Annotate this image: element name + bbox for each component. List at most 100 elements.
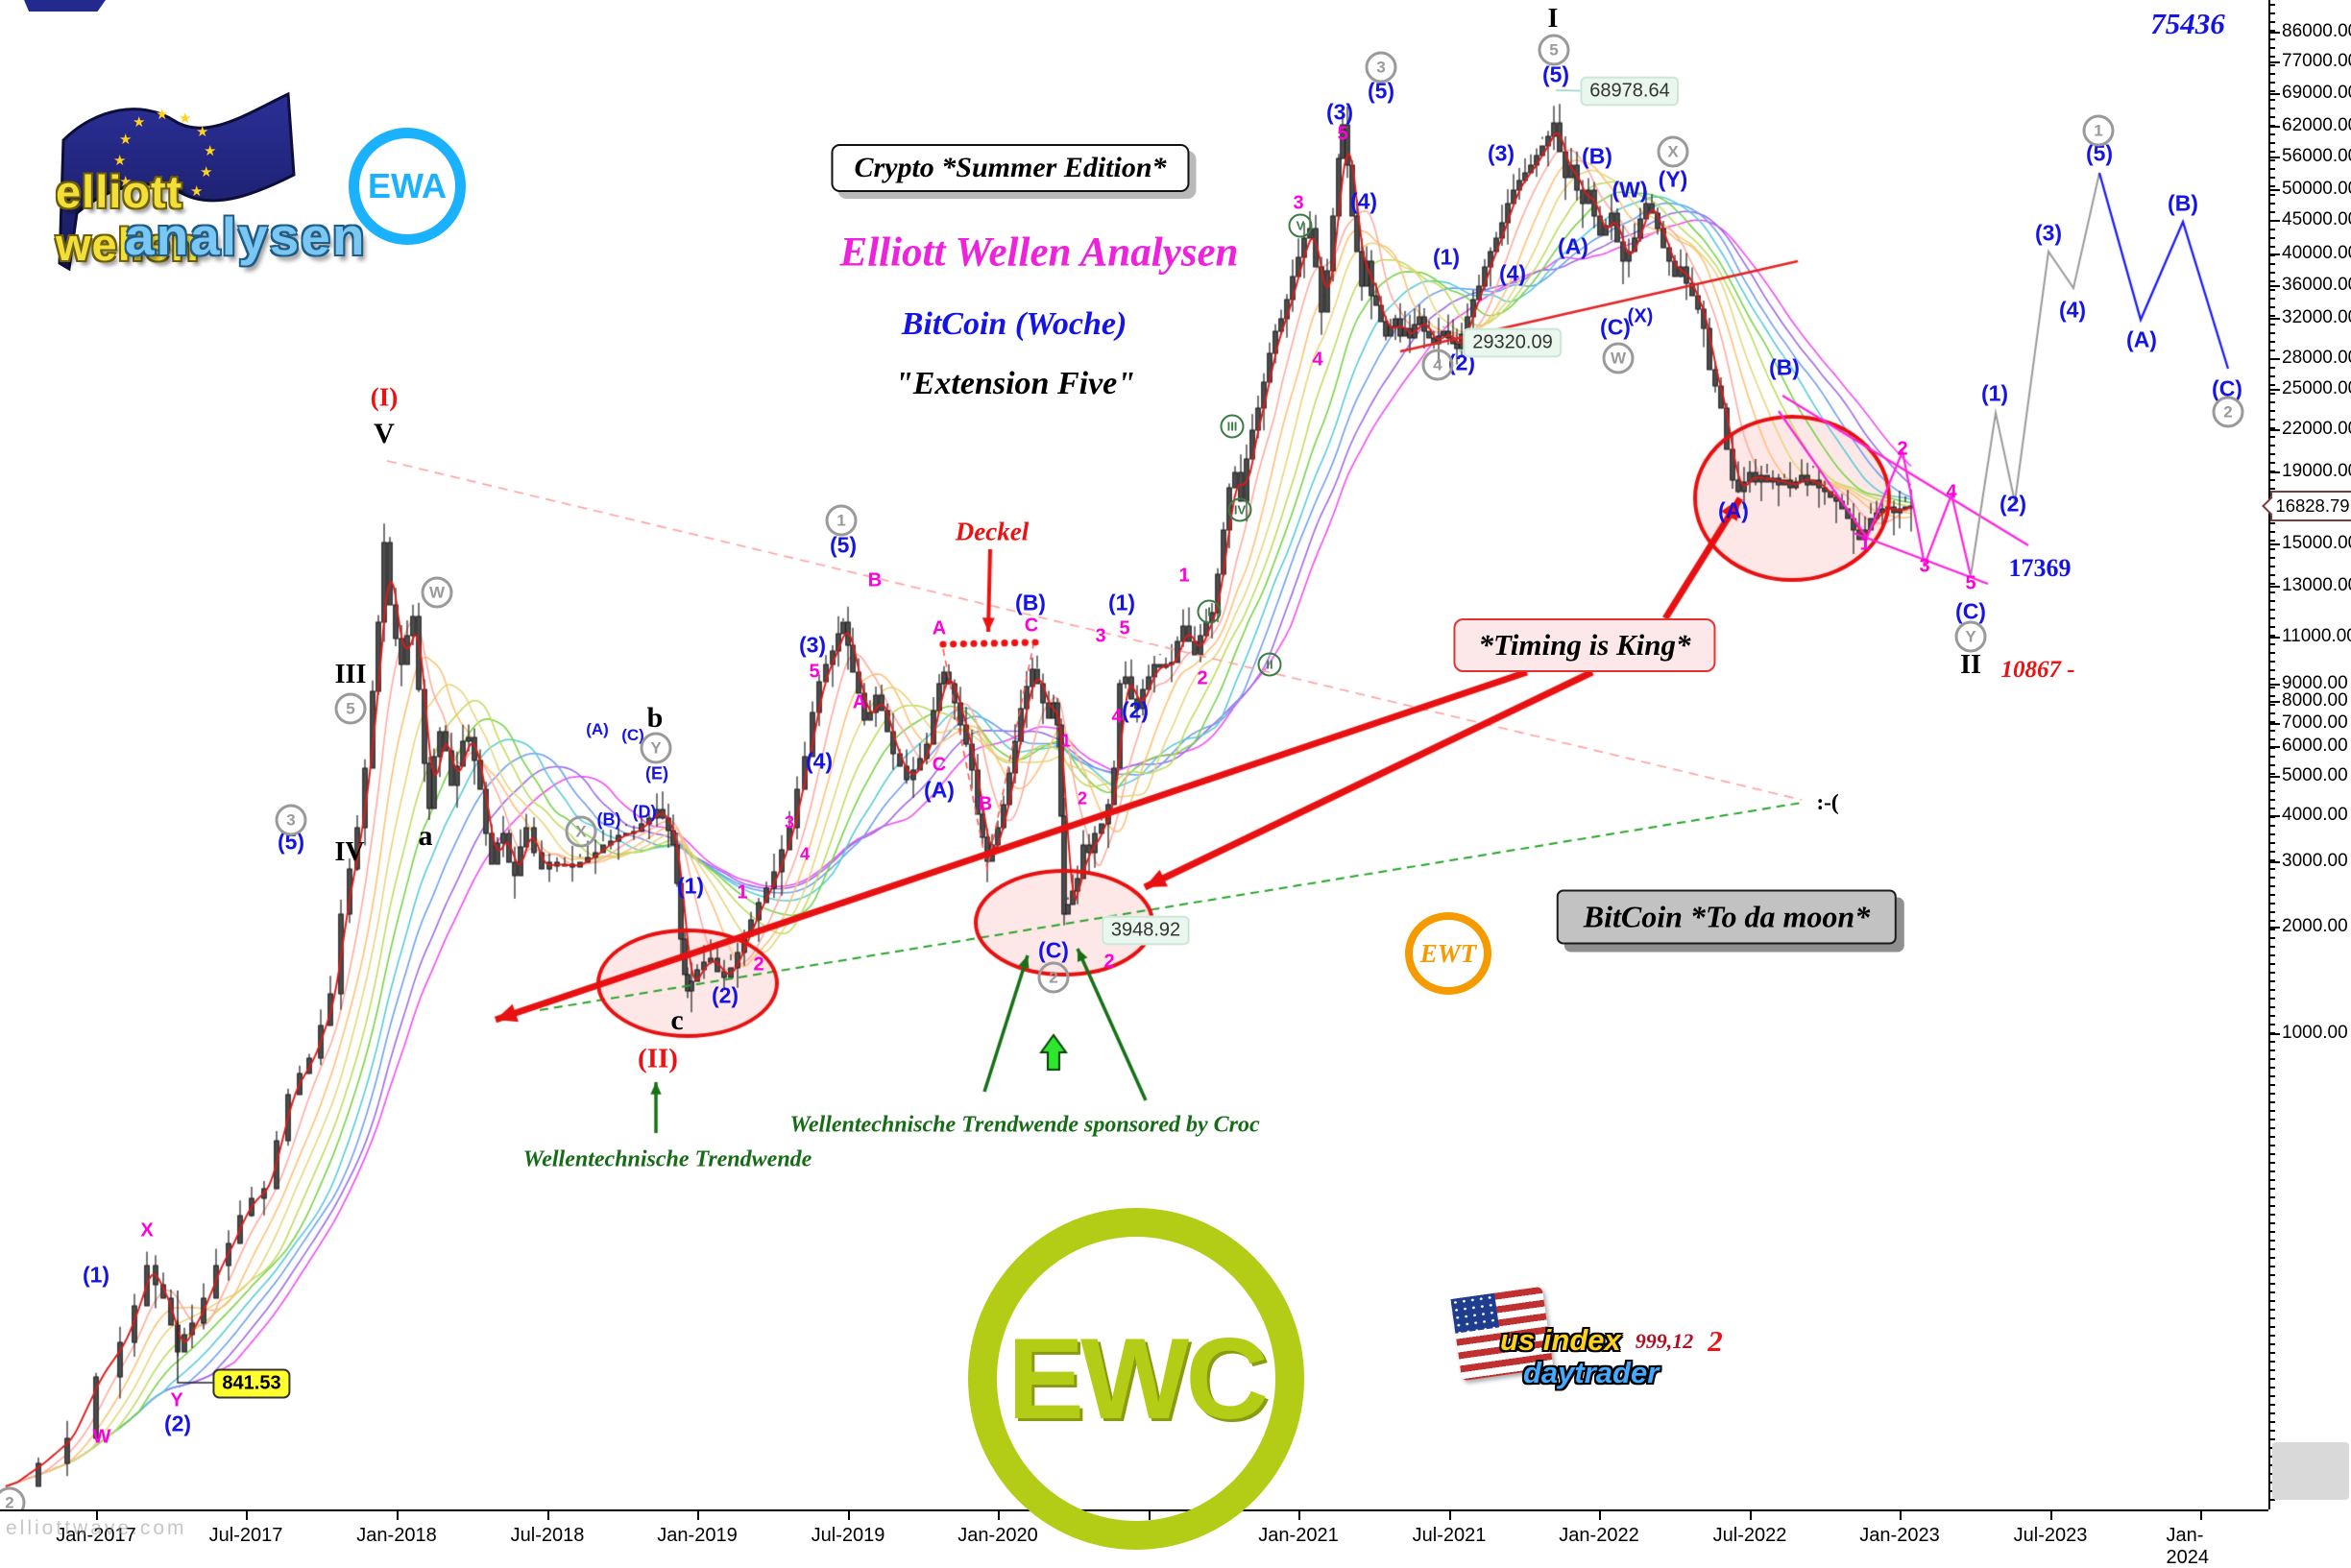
y-axis-minor-tick — [2270, 1499, 2275, 1501]
y-axis-minor-tick — [2270, 695, 2275, 697]
y-axis-minor-tick — [2270, 911, 2275, 913]
y-axis-minor-tick — [2270, 937, 2275, 939]
y-axis-minor-tick — [2270, 842, 2275, 844]
y-axis-label: 4000.00 — [2282, 805, 2348, 825]
y-axis-minor-tick — [2270, 125, 2275, 127]
bear-target-number: 10867 - — [2000, 657, 2075, 683]
y-axis-label: 2000.00 — [2282, 916, 2348, 936]
wave-label-magenta: 3 — [784, 812, 795, 832]
edition-box: Crypto *Summer Edition* — [831, 144, 1190, 192]
x-axis-label: Jan-2024 — [2166, 1525, 2210, 1568]
svg-text:★: ★ — [133, 114, 145, 131]
y-axis-label: 1000.00 — [2282, 1023, 2348, 1043]
circled-wave-label: Y — [640, 732, 672, 764]
x-axis-label: Jan-2021 — [1258, 1525, 1339, 1546]
y-axis-minor-tick — [2270, 1343, 2275, 1345]
wave-label-black: II — [1960, 650, 1981, 680]
chart-subtitle: BitCoin (Woche) — [901, 306, 1127, 342]
wave-label-blue: (B) — [1769, 354, 1800, 380]
y-axis-minor-tick — [2270, 790, 2275, 792]
wave-label-magenta: 2 — [1897, 438, 1908, 460]
wave-label-magenta: 5 — [1337, 123, 1348, 145]
y-axis-minor-tick — [2270, 1266, 2275, 1267]
wave-label-blue: (2) — [711, 982, 739, 1008]
y-axis-minor-tick — [2270, 384, 2275, 386]
y-axis-minor-tick — [2270, 1257, 2275, 1259]
wave-label-blue: (C) — [1600, 314, 1631, 340]
y-axis-minor-tick — [2270, 782, 2275, 784]
misc-number2: 2 — [1708, 1324, 1723, 1358]
y-axis-label: 40000.00 — [2282, 243, 2351, 263]
usindex-logo-line2: daytrader — [1523, 1356, 1660, 1389]
wave-label-red: (I) — [370, 382, 399, 412]
x-axis-label: Jan-2022 — [1559, 1525, 1639, 1546]
y-axis-tick — [2270, 126, 2280, 128]
x-axis-label: Jul-2022 — [1712, 1525, 1787, 1546]
eu-flag-icon: ★ ★ ★ ★★★ ★★★★ — [58, 91, 296, 272]
y-axis-minor-tick — [2270, 531, 2275, 533]
x-axis-tick — [1750, 1511, 1752, 1520]
y-axis-minor-tick — [2270, 1032, 2275, 1034]
axis-scroll-thumb[interactable] — [2272, 1442, 2349, 1500]
y-axis-tick — [2270, 861, 2280, 863]
y-axis-minor-tick — [2270, 185, 2275, 187]
elliott-wellen-analysen-logo: ★ ★ ★ ★ ★ ★ ★ ★ ★ ★ elliott wellen analysen — [50, 81, 364, 287]
y-axis-tick — [2270, 1033, 2280, 1035]
x-axis-tick — [998, 1511, 1000, 1520]
y-axis-minor-tick — [2270, 419, 2275, 421]
circled-wave-label: 2 — [2212, 396, 2244, 428]
y-axis-minor-tick — [2270, 1110, 2275, 1112]
wave-label-blue: (B) — [596, 809, 621, 830]
x-axis-label: Jan-2017 — [56, 1525, 136, 1546]
y-axis-minor-tick — [2270, 151, 2275, 153]
y-axis-minor-tick — [2270, 609, 2275, 611]
y-axis-minor-tick — [2270, 548, 2275, 550]
y-axis-minor-tick — [2270, 989, 2275, 991]
y-axis-minor-tick — [2270, 1317, 2275, 1319]
y-axis-tick — [2270, 927, 2280, 929]
y-axis-label: 22000.00 — [2282, 419, 2351, 439]
y-axis-minor-tick — [2270, 1395, 2275, 1397]
wave-label-blue: (C) — [1038, 937, 1069, 963]
y-axis-minor-tick — [2270, 99, 2275, 101]
wave-label-black: IV — [334, 837, 365, 867]
y-axis-minor-tick — [2270, 203, 2275, 205]
svg-text:★: ★ — [196, 124, 208, 140]
y-axis-minor-tick — [2270, 211, 2275, 213]
wave-label-blue: (4) — [805, 748, 834, 774]
wave-label-magenta: A — [932, 617, 947, 639]
x-axis-tick — [1900, 1511, 1902, 1520]
y-axis-minor-tick — [2270, 1049, 2275, 1051]
wave-label-blue: (2) — [163, 1411, 192, 1436]
x-axis-tick — [96, 1511, 98, 1520]
wave-label-blue: (3) — [798, 632, 827, 658]
watermark: elliottwave.com — [6, 1517, 187, 1539]
y-axis-minor-tick — [2270, 1101, 2275, 1103]
wave-label-blue: (4) — [1498, 260, 1527, 286]
covid-low-callout: 3948.92 — [1102, 916, 1190, 945]
y-axis-minor-tick — [2270, 315, 2275, 317]
circled-wave-label: 1 — [825, 504, 858, 537]
y-axis-minor-tick — [2270, 47, 2275, 49]
price-axis[interactable]: 86000.00 77000.00 69000.00 62000.00 56000.00… — [2268, 0, 2351, 1509]
wave-label-blue: (1) — [1980, 380, 2009, 406]
svg-text:★: ★ — [113, 153, 126, 169]
wave-label-magenta: 4 — [1312, 349, 1323, 371]
y-axis-minor-tick — [2270, 1179, 2275, 1181]
usindex-logo-line1: us index — [1500, 1323, 1621, 1357]
y-axis-tick — [2270, 637, 2280, 639]
ewa-badge-label: EWA — [367, 166, 447, 205]
y-axis-minor-tick — [2270, 712, 2275, 714]
y-axis-tick — [2270, 93, 2280, 95]
y-axis-minor-tick — [2270, 427, 2275, 429]
y-axis-minor-tick — [2270, 773, 2275, 775]
y-axis-minor-tick — [2270, 479, 2275, 481]
x-axis-label: Jan-2023 — [1859, 1525, 1940, 1546]
y-axis-minor-tick — [2270, 764, 2275, 766]
y-axis-minor-tick — [2270, 859, 2275, 861]
y-axis-minor-tick — [2270, 540, 2275, 542]
x-axis-tick — [1449, 1511, 1451, 1520]
y-axis-minor-tick — [2270, 825, 2275, 827]
wave-label-blue: (A) — [586, 720, 609, 738]
